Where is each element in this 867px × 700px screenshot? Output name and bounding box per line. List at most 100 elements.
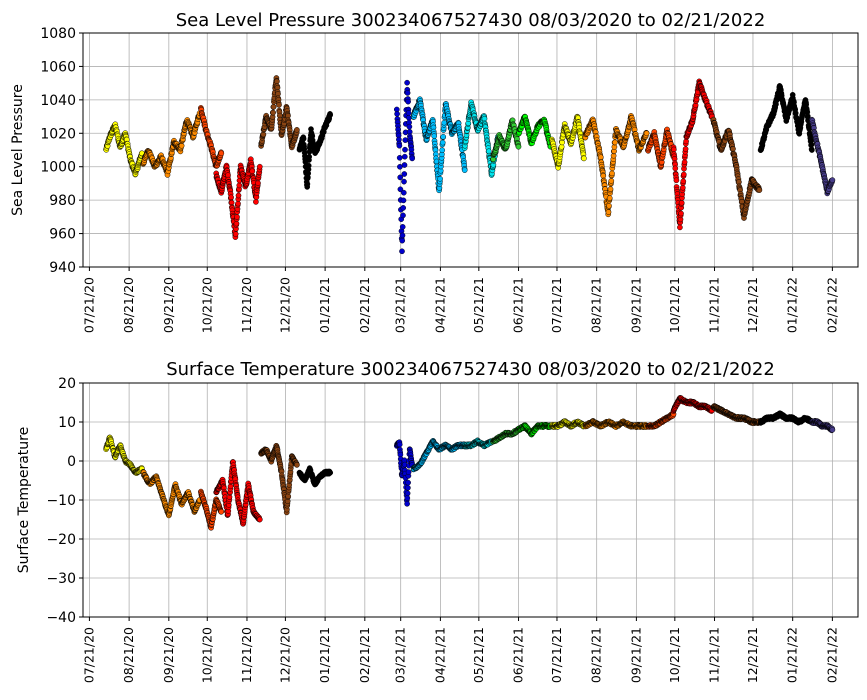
data-point <box>304 181 311 187</box>
x-tick-label: 10/21/21 <box>667 277 682 333</box>
x-tick-label: 09/21/21 <box>628 277 643 333</box>
series <box>140 468 203 519</box>
y-tick-label: 1060 <box>40 59 76 75</box>
data-point <box>406 114 412 121</box>
data-point <box>404 90 411 96</box>
data-point <box>228 194 234 201</box>
y-tick-label: 940 <box>49 260 76 276</box>
series <box>582 113 650 218</box>
data-point <box>433 158 440 165</box>
data-point <box>394 111 400 117</box>
series <box>645 410 677 430</box>
data-point <box>405 479 411 486</box>
data-point <box>236 182 243 189</box>
data-point <box>253 199 259 205</box>
data-point <box>609 170 615 177</box>
data-point <box>680 171 687 178</box>
series <box>410 438 468 473</box>
series <box>198 488 225 531</box>
series <box>515 113 554 150</box>
chart-title: Sea Level Pressure 300234067527430 08/03… <box>176 10 766 31</box>
series <box>103 434 145 476</box>
series <box>258 75 300 151</box>
data-point <box>643 130 650 137</box>
data-point <box>276 102 282 108</box>
x-tick-label: 07/21/21 <box>549 277 564 333</box>
data-point <box>327 112 334 118</box>
x-tick-label: 02/21/22 <box>824 277 839 333</box>
data-point <box>255 180 261 186</box>
x-tick-label: 10/21/20 <box>199 277 214 333</box>
data-point <box>597 154 604 161</box>
series <box>393 439 416 507</box>
data-point <box>677 224 683 231</box>
series <box>670 78 715 231</box>
data-point <box>294 462 300 468</box>
series <box>809 116 836 197</box>
series <box>140 110 203 178</box>
x-tick-label: 01/21/22 <box>785 277 800 333</box>
x-tick-label: 09/21/20 <box>161 277 176 333</box>
x-axis: 07/21/20 08/21/20 09/21/20 10/21/20 11/21/20… <box>81 267 839 333</box>
data-point <box>396 154 403 161</box>
data-point <box>404 500 410 507</box>
data-point <box>404 79 410 86</box>
data-point <box>178 142 185 149</box>
data-point <box>682 146 689 152</box>
data-point <box>405 469 412 475</box>
data-point <box>680 178 687 185</box>
data-point <box>441 119 448 126</box>
data-point <box>808 141 815 148</box>
y-axis-label: Sea Level Pressure <box>10 84 26 216</box>
data-point <box>274 78 280 85</box>
y-tick-label: 980 <box>49 193 76 209</box>
data-point <box>405 98 411 105</box>
data-point <box>399 232 406 239</box>
data-point <box>396 142 403 149</box>
data-point <box>605 209 612 215</box>
data-point <box>437 175 443 182</box>
data-point <box>399 237 406 244</box>
x-tick-label: 11/21/21 <box>707 277 722 333</box>
series <box>213 156 263 240</box>
data-point <box>431 133 438 139</box>
series <box>582 418 650 430</box>
data-point <box>672 165 679 172</box>
data-point <box>400 197 407 204</box>
x-tick-label: 03/21/21 <box>393 277 408 333</box>
data-point <box>405 484 411 491</box>
data-point <box>829 177 836 183</box>
series <box>548 418 587 430</box>
series <box>461 437 495 450</box>
data-point <box>402 146 408 153</box>
series <box>258 442 300 516</box>
data-point <box>256 516 263 523</box>
data-point <box>809 147 815 153</box>
x-tick-label: 01/21/21 <box>317 277 332 333</box>
data-point <box>306 153 313 160</box>
data-point <box>399 248 405 255</box>
data-points <box>103 75 836 255</box>
series <box>515 421 554 438</box>
series <box>670 395 715 414</box>
series <box>548 113 587 171</box>
data-point <box>401 178 407 185</box>
series <box>213 459 263 527</box>
data-point <box>404 490 411 497</box>
x-tick-label: 04/21/21 <box>432 277 447 333</box>
data-point <box>400 189 407 196</box>
data-point <box>401 171 408 177</box>
data-point <box>681 159 688 166</box>
data-point <box>481 115 488 122</box>
x-tick-label: 12/21/21 <box>745 277 760 333</box>
x-tick-label: 12/21/20 <box>277 277 292 333</box>
data-point <box>515 143 522 150</box>
series <box>103 121 145 178</box>
y-tick-label: 1040 <box>40 93 76 109</box>
data-point <box>612 139 618 146</box>
data-point <box>606 202 612 209</box>
